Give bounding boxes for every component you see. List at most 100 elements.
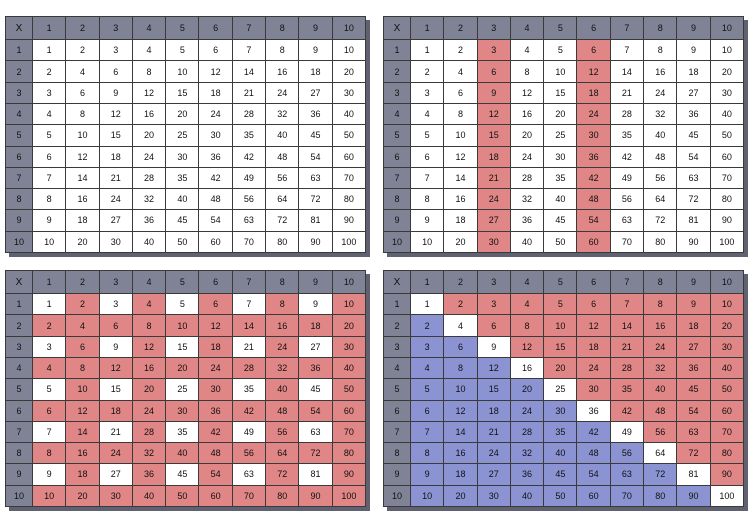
product-cell: 42 — [198, 420, 233, 444]
row-header: 5 — [5, 378, 33, 401]
row-header: 10 — [383, 230, 411, 254]
product-cell: 8 — [265, 293, 300, 316]
column-header: 4 — [131, 15, 167, 41]
row-header: 9 — [5, 209, 33, 232]
product-cell: 12 — [443, 399, 478, 422]
product-cell: 50 — [543, 230, 578, 254]
product-cell: 20 — [709, 314, 745, 337]
product-cell: 30 — [198, 378, 233, 401]
table-row: 3 3 6 9 12 15 18 21 24 27 30 — [5, 335, 367, 359]
product-cell: 5 — [409, 378, 445, 401]
product-cell: 3 — [98, 293, 133, 316]
product-cell: 36 — [131, 463, 167, 486]
product-cell: 18 — [198, 335, 233, 359]
column-header: 3 — [476, 15, 511, 41]
product-cell: 40 — [265, 378, 300, 401]
product-cell: 36 — [509, 463, 545, 486]
product-cell: 45 — [298, 378, 333, 401]
product-cell: 25 — [543, 124, 578, 147]
product-cell: 100 — [709, 484, 745, 508]
product-cell: 30 — [543, 145, 578, 168]
product-cell: 25 — [165, 378, 200, 401]
product-cell: 56 — [231, 442, 267, 465]
product-cell: 45 — [543, 209, 578, 232]
product-cell: 15 — [165, 335, 200, 359]
product-cell: 21 — [98, 166, 133, 190]
table-row: 4 4 8 12 16 20 24 28 32 36 40 — [5, 356, 367, 380]
column-header: 2 — [443, 15, 478, 41]
product-cell: 3 — [31, 81, 67, 105]
product-cell: 54 — [576, 463, 611, 486]
product-cell: 36 — [298, 356, 333, 380]
product-cell: 80 — [331, 188, 367, 211]
row-header: 5 — [5, 124, 33, 147]
product-cell: 1 — [31, 39, 67, 62]
product-cell: 24 — [265, 81, 300, 105]
product-cell: 35 — [609, 124, 645, 147]
column-header: 4 — [509, 15, 545, 41]
product-cell: 16 — [509, 102, 545, 126]
row-header: 9 — [5, 463, 33, 486]
product-cell: 21 — [476, 166, 511, 190]
product-cell: 72 — [265, 209, 300, 232]
product-cell: 24 — [643, 335, 678, 359]
product-cell: 28 — [609, 102, 645, 126]
product-cell: 6 — [31, 399, 67, 422]
table-row: 5 5 10 15 20 25 30 35 40 45 50 — [5, 124, 367, 147]
product-cell: 4 — [509, 39, 545, 62]
product-cell: 7 — [409, 166, 445, 190]
product-cell: 2 — [31, 314, 67, 337]
column-header: 9 — [676, 269, 711, 295]
product-cell: 80 — [265, 230, 300, 254]
product-cell: 42 — [609, 399, 645, 422]
product-cell: 64 — [643, 188, 678, 211]
product-cell: 40 — [509, 230, 545, 254]
product-cell: 24 — [131, 145, 167, 168]
table-row: 2 2 4 6 8 10 12 14 16 18 20 — [383, 314, 745, 337]
product-cell: 14 — [231, 314, 267, 337]
product-cell: 16 — [131, 356, 167, 380]
product-cell: 70 — [709, 420, 745, 444]
product-cell: 12 — [443, 145, 478, 168]
header-row: X 1 2 3 4 5 6 7 8 9 10 — [5, 15, 367, 41]
product-cell: 8 — [409, 188, 445, 211]
product-cell: 20 — [509, 378, 545, 401]
corner-label: X — [5, 269, 33, 295]
product-cell: 48 — [576, 442, 611, 465]
product-cell: 30 — [709, 81, 745, 105]
product-cell: 18 — [65, 463, 100, 486]
product-cell: 30 — [165, 145, 200, 168]
product-cell: 40 — [509, 484, 545, 508]
product-cell: 35 — [609, 378, 645, 401]
product-cell: 2 — [409, 60, 445, 83]
product-cell: 40 — [131, 230, 167, 254]
row-header: 8 — [5, 188, 33, 211]
column-header: 4 — [131, 269, 167, 295]
product-cell: 10 — [31, 230, 67, 254]
product-cell: 32 — [509, 188, 545, 211]
table-row: 8 8 16 24 32 40 48 56 64 72 80 — [5, 188, 367, 211]
product-cell: 48 — [265, 399, 300, 422]
corner-label: X — [383, 15, 411, 41]
row-header: 10 — [5, 484, 33, 508]
product-cell: 16 — [443, 442, 478, 465]
product-cell: 10 — [165, 60, 200, 83]
product-cell: 100 — [331, 230, 367, 254]
product-cell: 21 — [609, 335, 645, 359]
column-header: 1 — [31, 269, 67, 295]
product-cell: 54 — [676, 399, 711, 422]
table-row: 9 9 18 27 36 45 54 63 72 81 90 — [383, 463, 745, 486]
product-cell: 56 — [609, 188, 645, 211]
table-row: 3 3 6 9 12 15 18 21 24 27 30 — [5, 81, 367, 105]
product-cell: 40 — [165, 442, 200, 465]
table-row: 1 1 2 3 4 5 6 7 8 9 10 — [383, 293, 745, 316]
product-cell: 16 — [265, 314, 300, 337]
product-cell: 36 — [198, 145, 233, 168]
product-cell: 63 — [676, 166, 711, 190]
row-header: 3 — [5, 335, 33, 359]
table-row: 1 1 2 3 4 5 6 7 8 9 10 — [5, 293, 367, 316]
product-cell: 7 — [609, 39, 645, 62]
column-header: 3 — [98, 269, 133, 295]
product-cell: 35 — [231, 378, 267, 401]
row-header: 1 — [5, 293, 33, 316]
